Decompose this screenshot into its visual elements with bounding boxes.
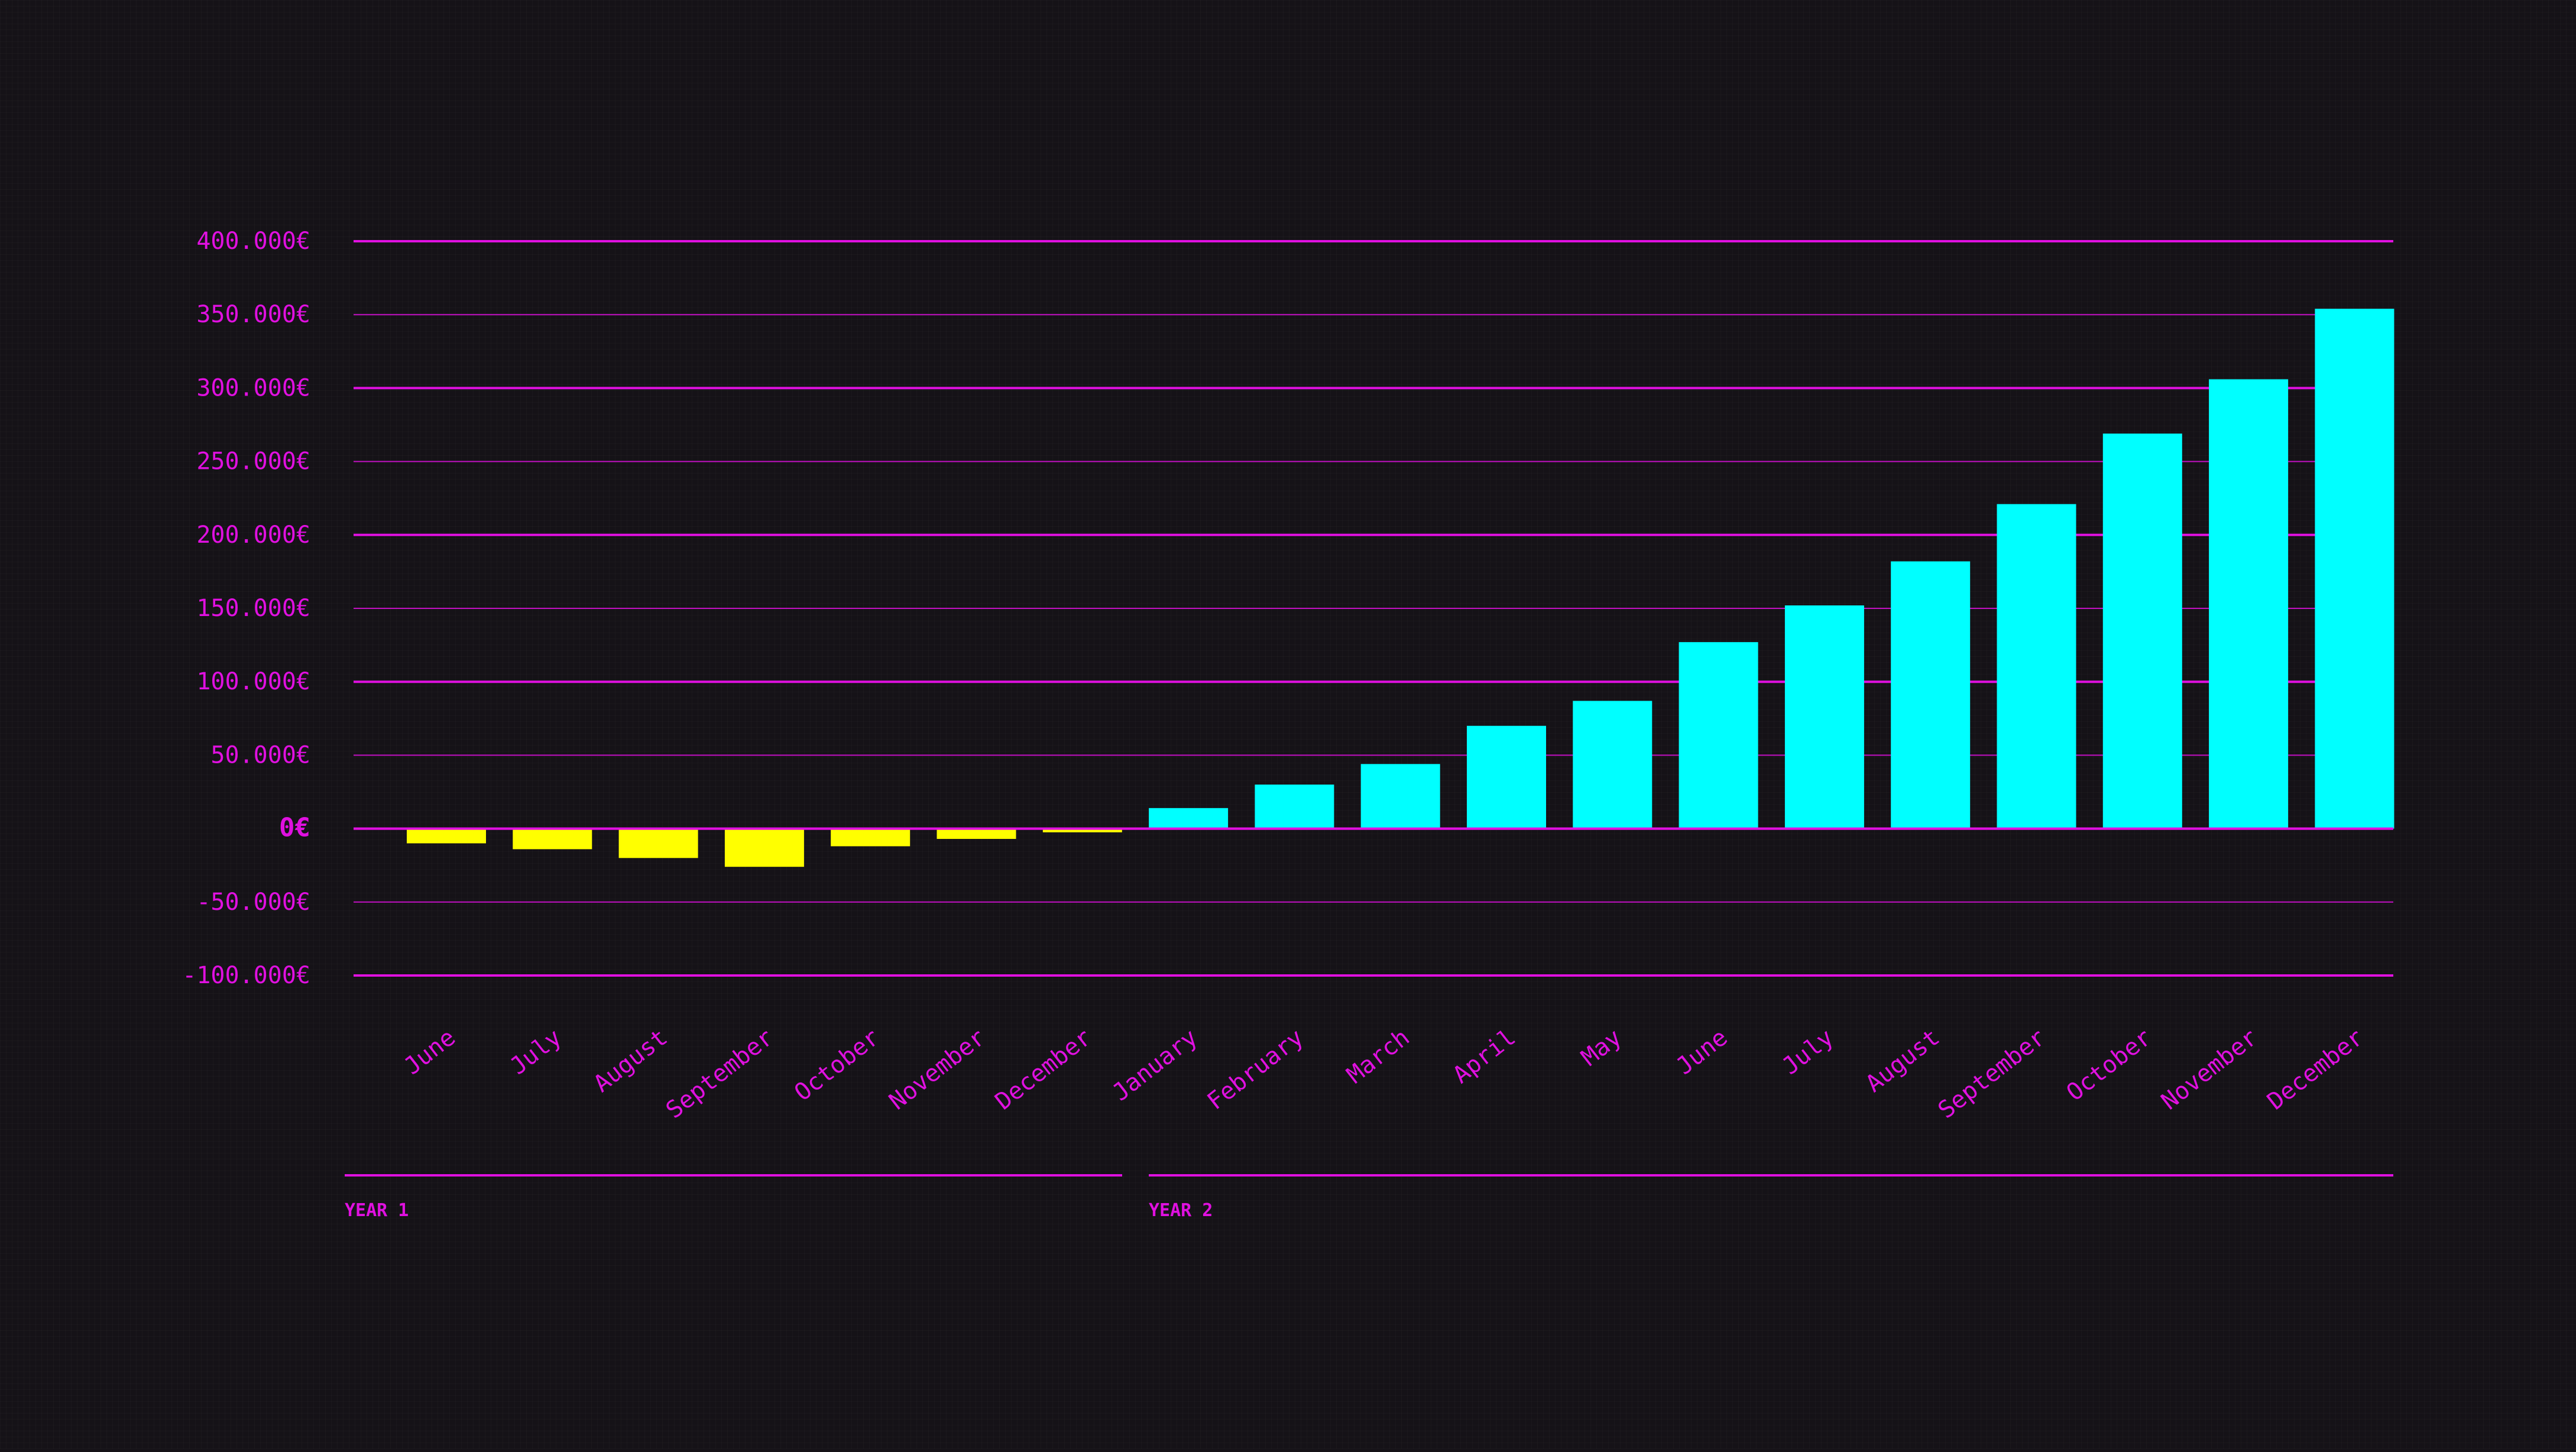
y-tick-label: -50.000€ <box>196 889 310 916</box>
x-tick-label: September <box>661 1024 779 1124</box>
x-tick-label: January <box>1107 1024 1203 1107</box>
bar-2 <box>513 828 592 850</box>
x-tick-label: November <box>2156 1024 2263 1116</box>
y-axis-ticks: 400.000€ 350.000€ 300.000€ 250.000€ 200.000€… <box>182 228 310 989</box>
y-tick-label: 300.000€ <box>196 374 310 401</box>
y-tick-label: 250.000€ <box>196 448 310 475</box>
bar-16 <box>1997 504 2076 829</box>
bar-10 <box>1360 764 1440 829</box>
group-label: YEAR 2 <box>1149 1200 1213 1221</box>
x-tick-label: July <box>1777 1024 1839 1081</box>
y-tick-label: 50.000€ <box>210 741 310 769</box>
y-tick-label: 400.000€ <box>196 228 310 255</box>
bar-18 <box>2209 379 2289 829</box>
bar-14 <box>1784 605 1864 829</box>
x-tick-label: June <box>399 1024 461 1081</box>
gridlines <box>354 240 2393 977</box>
x-tick-label: September <box>1933 1024 2051 1124</box>
bar-4 <box>724 828 804 867</box>
bar-11 <box>1467 725 1546 829</box>
bar-8 <box>1149 808 1229 829</box>
bar-7 <box>1042 828 1122 832</box>
x-tick-label: December <box>2262 1024 2368 1116</box>
x-tick-label: March <box>1342 1024 1415 1089</box>
group-label: YEAR 1 <box>345 1200 409 1221</box>
y-tick-label: 100.000€ <box>196 668 310 695</box>
group-axis: YEAR 1 YEAR 2 <box>345 1174 2393 1221</box>
x-tick-label: April <box>1448 1024 1521 1089</box>
bar-5 <box>831 828 910 847</box>
y-tick-label: 200.000€ <box>196 521 310 549</box>
x-tick-label: October <box>2062 1024 2157 1107</box>
x-tick-label: June <box>1671 1024 1733 1081</box>
bar-6 <box>937 828 1016 839</box>
bars <box>354 309 2394 867</box>
bar-17 <box>2102 433 2182 829</box>
y-tick-label: 350.000€ <box>196 301 310 328</box>
x-tick-label: December <box>990 1024 1097 1116</box>
bar-12 <box>1573 701 1652 829</box>
y-tick-label: -100.000€ <box>182 962 310 989</box>
y-tick-label: 0€ <box>279 813 310 843</box>
x-tick-label: February <box>1202 1024 1308 1116</box>
bar-3 <box>618 828 698 858</box>
x-tick-label: August <box>1861 1024 1945 1098</box>
bar-19 <box>2315 309 2394 829</box>
x-tick-label: October <box>789 1024 884 1107</box>
bar-13 <box>1679 642 1758 829</box>
x-tick-label: July <box>505 1024 566 1081</box>
x-tick-label: May <box>1576 1024 1626 1072</box>
bar-15 <box>1891 561 1971 829</box>
bar-9 <box>1255 785 1334 829</box>
x-tick-label: November <box>884 1024 991 1116</box>
x-tick-label: August <box>589 1024 673 1098</box>
bar-1 <box>407 828 486 844</box>
y-tick-label: 150.000€ <box>196 595 310 622</box>
